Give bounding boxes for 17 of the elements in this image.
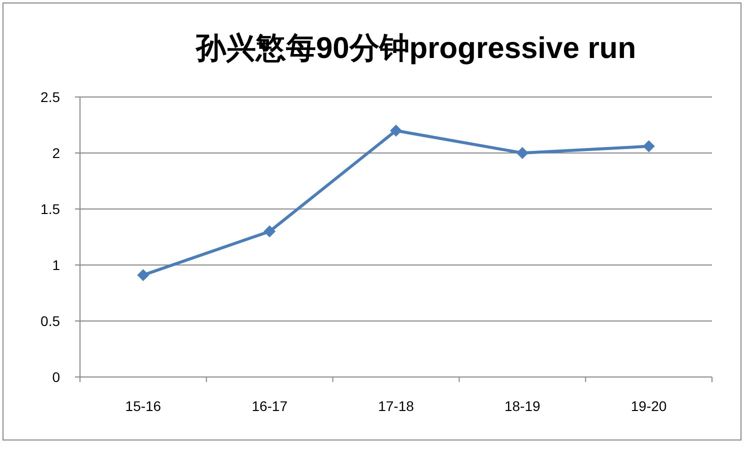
x-tick-label: 18-19 [504,398,541,414]
point [264,225,276,238]
x-tick-label: 19-20 [630,398,667,414]
point [390,124,402,137]
y-tick-label: 0.5 [40,313,60,329]
y-tick-label: 0 [52,369,60,385]
x-tick-label: 15-16 [125,398,162,414]
x-tick-label: 16-17 [252,398,288,414]
point [516,147,528,159]
y-tick-label: 1.5 [40,201,60,217]
y-tick-label: 2 [52,145,60,161]
x-tick-label: 17-18 [378,398,414,414]
chart-title: 孙兴慜每90分钟progressive run [194,32,636,65]
y-tick-label: 2.5 [40,89,60,105]
y-tick-label: 1 [52,257,60,273]
point [642,140,655,152]
point [137,269,150,282]
